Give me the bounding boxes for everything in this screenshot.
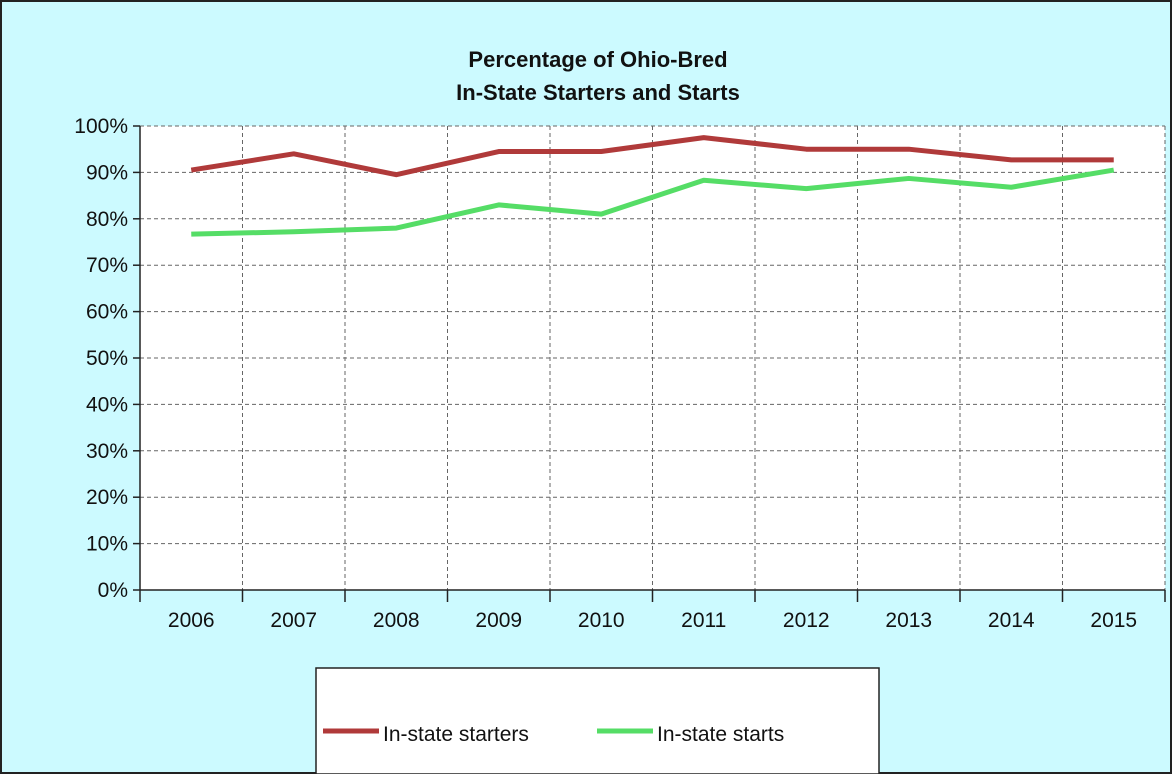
y-tick-label: 20% [86,486,128,509]
chart-title-line-1: Percentage of Ohio-Bred [468,47,727,72]
y-tick-label: 60% [86,301,128,324]
y-tick-label: 40% [86,393,128,416]
y-tick-label: 100% [74,115,128,138]
legend-label: In-state starters [383,723,529,746]
x-tick-label: 2011 [681,609,726,632]
series-line-in-state-starters [190,135,1114,178]
gridlines [140,125,1166,590]
x-tick-label: 2009 [475,609,522,632]
y-tick-label: 30% [86,440,128,463]
axes: 0% 10% 20% 30% 40% 50% 60% 70% 80% 90% 100% 2006 200… [74,115,1166,632]
x-tick-label: 2013 [885,609,932,632]
x-tick-label: 2007 [270,609,317,632]
y-tick-label: 50% [86,347,128,370]
series-line-in-state-starts [191,167,1115,237]
chart-title-line-2: In-State Starters and Starts [456,80,740,105]
x-tick-label: 2010 [578,609,625,632]
x-tick-label: 2014 [988,609,1035,632]
x-tick-label: 2015 [1090,609,1137,632]
y-tick-label: 0% [98,579,128,602]
y-tick-label: 10% [86,533,128,556]
legend-label: In-state starts [657,723,784,746]
legend-box [315,667,880,775]
x-tick-label: 2006 [168,609,215,632]
series-lines [190,135,1115,237]
x-tick-label: 2012 [783,609,830,632]
y-tick-label: 70% [86,254,128,277]
y-tick-label: 90% [86,161,128,184]
legend: In-state starters In-state starts [315,667,880,775]
x-tick-label: 2008 [373,609,420,632]
y-tick-label: 80% [86,208,128,231]
